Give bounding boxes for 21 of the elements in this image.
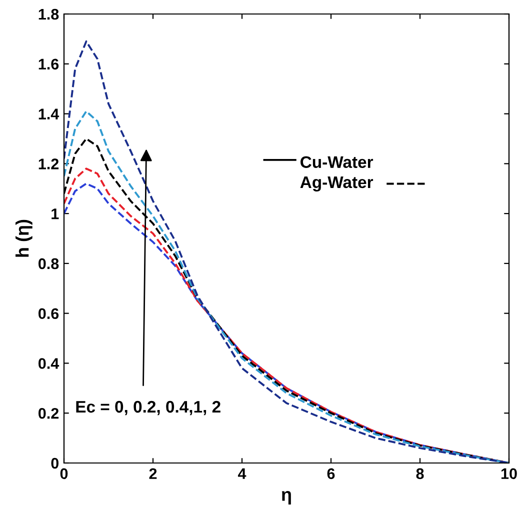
x-tick-label: 6	[327, 468, 335, 480]
x-tick-label: 4	[238, 468, 246, 479]
y-axis-title: h (η)	[16, 220, 32, 257]
x-tick-label: 10	[501, 468, 517, 480]
y-tick-label: 1.6	[38, 58, 59, 70]
y-tick-label: 0.6	[38, 308, 59, 320]
y-tick-label: 1	[52, 208, 59, 220]
x-tick-label: 8	[416, 468, 424, 480]
y-tick-label: 0	[51, 458, 59, 469]
y-tick-label: 1.4	[38, 108, 60, 120]
y-tick-label: 1.2	[38, 158, 59, 170]
annotation: Cu-Water	[300, 156, 374, 168]
x-tick-label: 0	[60, 468, 68, 480]
x-tick-label: 2	[149, 468, 157, 479]
annotation: Ec = 0, 0.2, 0.4,1, 2	[76, 400, 220, 416]
y-tick-label: 0.2	[38, 408, 59, 419]
x-axis-title: η	[282, 491, 291, 504]
y-tick-label: 0.8	[38, 258, 59, 270]
y-tick-label: 1.8	[38, 8, 59, 20]
annotation: Ag-Water	[300, 176, 374, 192]
y-tick-label: 0.4	[38, 358, 60, 369]
